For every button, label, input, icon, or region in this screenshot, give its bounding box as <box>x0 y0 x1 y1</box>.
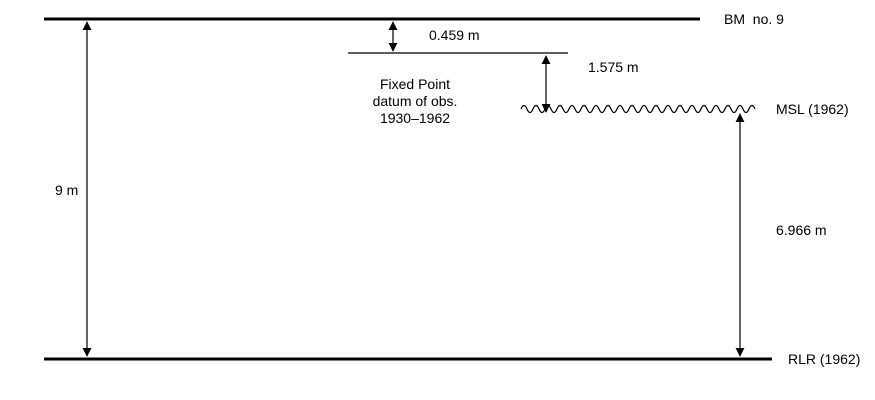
bm-to-rlr-label: 9 m <box>55 182 78 198</box>
msl-wave-line <box>520 104 756 114</box>
msl-to-rlr-label: 6.966 m <box>776 222 827 238</box>
rlr-label: RLR (1962) <box>788 351 860 367</box>
bm-to-fixed-point-label: 0.459 m <box>429 27 480 43</box>
fixed-point-label-line-3: 1930–1962 <box>380 110 450 126</box>
benchmark-label: BM no. 9 <box>724 11 784 27</box>
fixed-point-to-msl-label: 1.575 m <box>588 59 639 75</box>
fixed-point-label-line-1: Fixed Point <box>380 76 450 92</box>
fixed-point-label-line-2: datum of obs. <box>373 93 458 109</box>
msl-label: MSL (1962) <box>776 101 849 117</box>
